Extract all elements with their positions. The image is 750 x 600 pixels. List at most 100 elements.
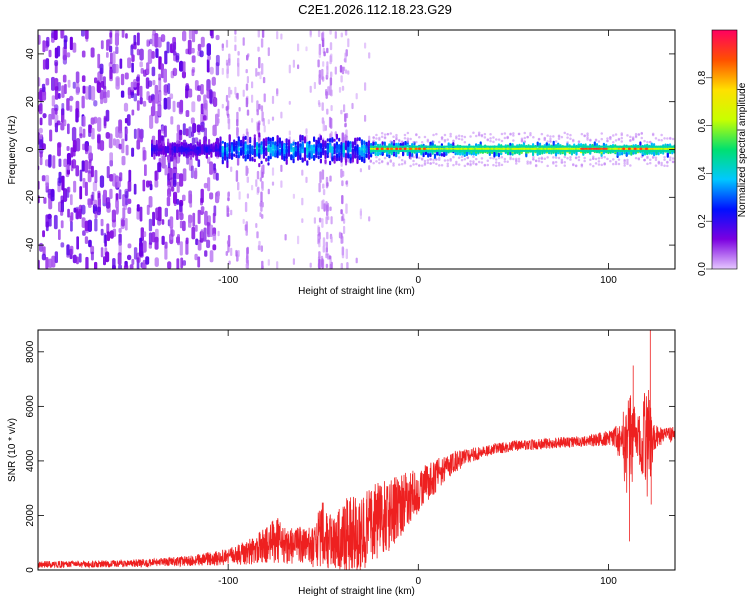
spectrogram-cell: [292, 153, 295, 157]
spectrogram-cell: [497, 161, 501, 165]
spectrogram-cell: [403, 160, 407, 163]
spectrogram-cell: [335, 156, 338, 162]
spectrogram-cell: [467, 149, 470, 152]
spectrogram-cell: [205, 153, 208, 159]
spectrogram-cell: [563, 155, 566, 159]
spectrogram-cell: [641, 149, 645, 152]
spectrogram-cell: [487, 145, 490, 148]
spectrogram-cell: [194, 167, 198, 178]
spectrogram-cell: [463, 149, 467, 152]
spectrogram-cell: [406, 137, 410, 140]
spectrogram-cell: [605, 147, 608, 150]
spectrogram-cell: [182, 143, 186, 148]
spectrogram-cell: [330, 105, 333, 112]
spectrogram-cell: [376, 151, 380, 157]
spectrogram-cell: [344, 155, 348, 159]
spectrogram-cell: [127, 207, 132, 214]
spectrogram-cell: [318, 217, 322, 223]
spectrogram-cell: [292, 158, 295, 164]
spectrogram-cell: [341, 236, 344, 244]
spectrogram-cell: [386, 132, 390, 136]
spectrogram-cell: [489, 139, 492, 143]
spectrogram-cell: [69, 105, 73, 112]
spectrogram-cell: [583, 149, 586, 152]
spectrogram-cell: [151, 231, 156, 243]
spectrogram-cell: [655, 145, 658, 148]
spectrogram-cell: [487, 147, 490, 150]
spectrogram-cell: [173, 41, 177, 56]
spectrogram-cell: [139, 242, 143, 257]
spectrogram-cell: [260, 105, 264, 112]
spectrogram-cell: [383, 156, 387, 160]
spectrogram-cell: [172, 67, 178, 77]
spectrogram-cell: [234, 86, 237, 95]
spectrogram-cell: [602, 147, 605, 150]
spectrogram-cell: [148, 80, 153, 87]
spectrogram-cell: [123, 264, 129, 269]
spectrogram-cell: [395, 138, 398, 141]
spectrogram-cell: [619, 145, 622, 148]
spectrogram-cell: [539, 147, 542, 150]
spectrogram-cell: [446, 159, 449, 162]
spectrogram-cell: [462, 147, 465, 150]
spectrogram-cell: [185, 110, 190, 117]
spectrogram-cell: [472, 149, 475, 152]
spectrogram-cell: [467, 147, 470, 150]
spectrogram-cell: [242, 136, 245, 142]
spectrogram-cell: [245, 83, 249, 91]
spectrogram-cell: [340, 262, 343, 269]
spectrogram-cell: [142, 179, 146, 192]
spectrogram-cell: [343, 66, 346, 71]
spectrogram-cell: [530, 149, 533, 152]
spectrogram-cell: [586, 149, 590, 152]
spectrogram-cell: [344, 113, 347, 123]
spectrogram-cell: [326, 61, 329, 71]
spectrogram-cell: [154, 257, 159, 267]
spectrogram-cell: [267, 188, 270, 195]
spectrogram-cell: [398, 163, 401, 166]
spectrogram-cell: [212, 244, 217, 251]
spectrogram-cell: [386, 147, 390, 151]
spectrogram-cell: [417, 145, 420, 148]
spectrogram-cell: [386, 145, 390, 148]
spectrogram-cell: [557, 145, 561, 148]
spectrogram-cell: [64, 83, 67, 94]
spectrogram-cell: [376, 145, 379, 148]
spectrogram-cell: [191, 69, 195, 77]
spectrogram-cell: [213, 97, 218, 107]
spectrogram-cell: [614, 162, 618, 166]
spectrogram-cell: [46, 36, 50, 47]
spectrogram-cell: [498, 147, 501, 150]
spectrogram-cell: [167, 188, 172, 198]
spectrogram-cell: [569, 147, 573, 150]
spectrogram-cell: [475, 145, 479, 148]
spectrogram-cell: [385, 149, 388, 152]
spectrogram-cell: [249, 156, 252, 162]
spectrogram-cell: [326, 154, 329, 159]
spectrogram-cell: [119, 58, 123, 69]
spectrogram-cell: [344, 30, 348, 36]
spectrogram-cell: [663, 158, 666, 161]
spectrogram-cell: [45, 174, 50, 187]
spectrogram-cell: [237, 147, 240, 151]
spectrogram-cell: [197, 94, 201, 102]
spectrogram-cell: [151, 150, 154, 156]
spectrogram-cell: [284, 234, 287, 241]
spectrogram-cell: [338, 157, 341, 162]
spectrogram-cell: [267, 162, 270, 166]
spectrogram-cell: [224, 141, 227, 148]
spectrogram-cell: [108, 133, 113, 149]
spectrogram-cell: [237, 51, 240, 56]
spectrogram-cell: [38, 103, 43, 115]
spectrogram-cell: [653, 147, 656, 150]
spectrogram-cell: [343, 58, 347, 63]
spectrogram-cell: [663, 137, 666, 140]
spectrogram-cell: [374, 141, 377, 146]
spectrogram-cell: [375, 160, 378, 163]
spectrogram-cell: [542, 147, 545, 150]
spectrogram-cell: [624, 145, 627, 148]
spectrogram-cell: [426, 147, 429, 150]
spectrogram-cell: [457, 156, 461, 159]
